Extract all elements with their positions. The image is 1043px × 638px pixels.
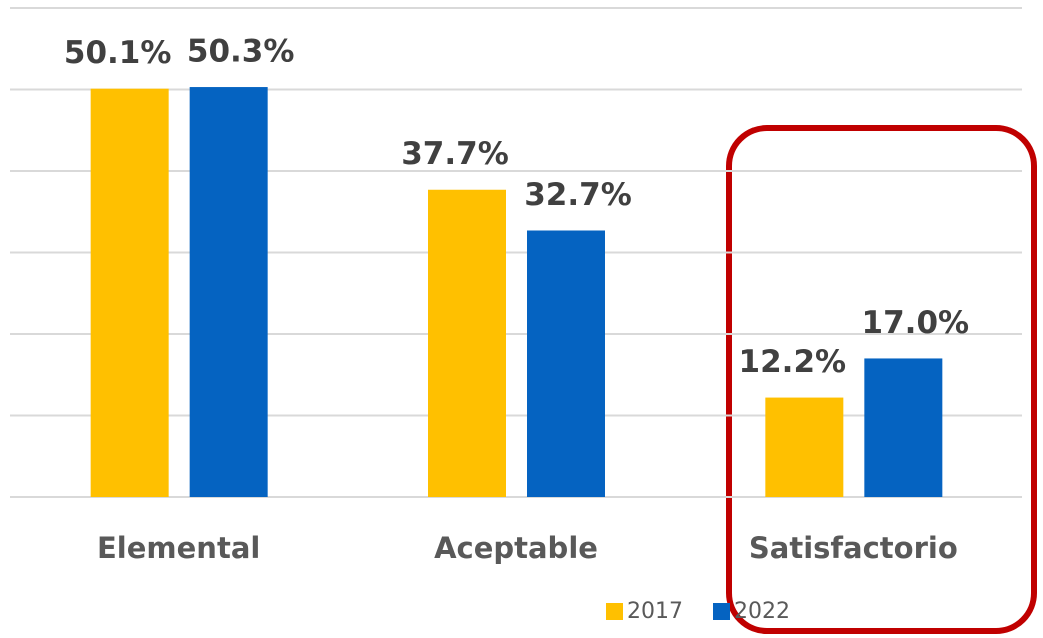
data-label: 12.2% bbox=[739, 344, 847, 380]
bar bbox=[428, 189, 506, 497]
legend-label: 2017 bbox=[627, 599, 683, 624]
data-label: 50.3% bbox=[187, 34, 295, 70]
x-tick-label: Elemental bbox=[97, 531, 260, 565]
legend-label: 2022 bbox=[734, 599, 790, 624]
bar bbox=[90, 88, 169, 497]
highlight-box bbox=[726, 125, 1037, 634]
x-tick-label: Satisfactorio bbox=[749, 531, 958, 565]
data-label: 17.0% bbox=[862, 305, 970, 341]
bar bbox=[765, 397, 844, 497]
data-label: 37.7% bbox=[401, 136, 509, 172]
legend-swatch bbox=[713, 603, 730, 620]
bar bbox=[864, 358, 943, 497]
data-label: 32.7% bbox=[524, 177, 632, 213]
data-label: 50.1% bbox=[64, 35, 172, 71]
bar bbox=[527, 230, 605, 497]
legend-swatch bbox=[606, 603, 623, 620]
bar bbox=[189, 87, 268, 498]
x-tick-label: Aceptable bbox=[434, 531, 598, 565]
